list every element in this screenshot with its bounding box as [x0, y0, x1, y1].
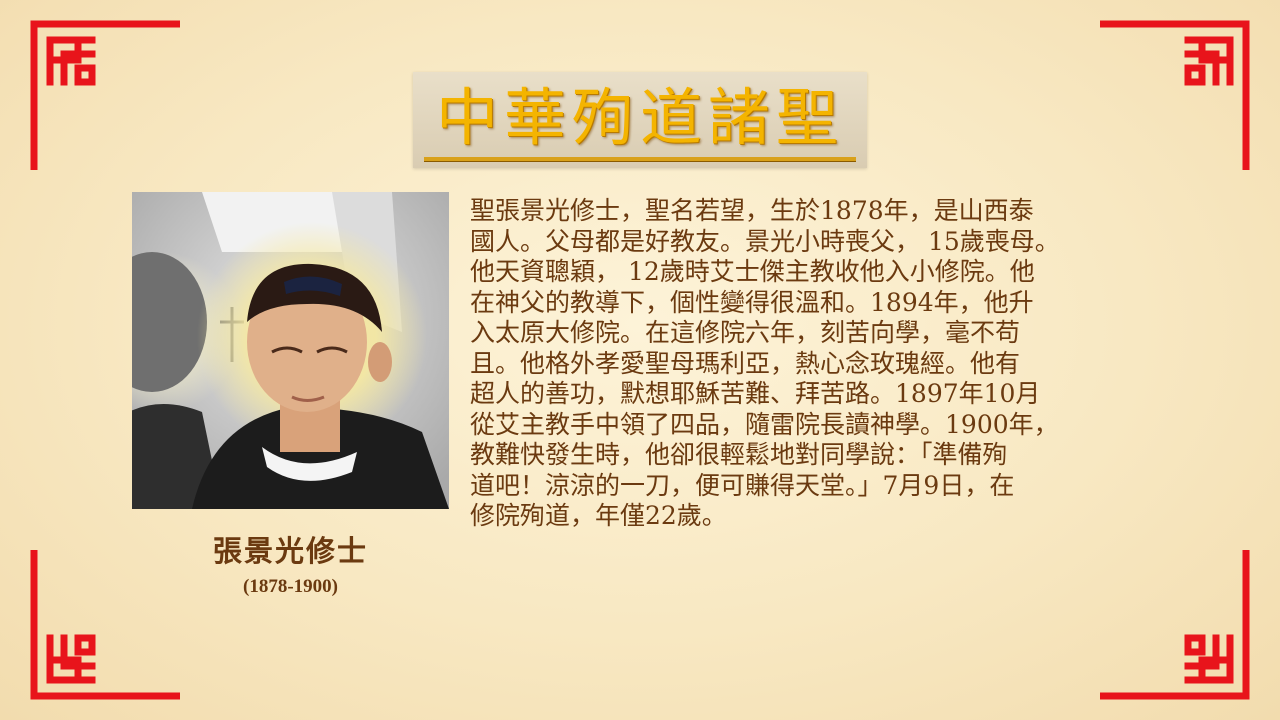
biography-line: 在神父的教導下，個性變得很溫和。1894年，他升	[470, 287, 1034, 317]
title-banner: 中華殉道諸聖	[413, 72, 867, 168]
biography-line: 道吧！涼涼的一刀，便可賺得天堂。」7月9日，在	[470, 470, 1015, 500]
saint-name-caption: 張景光修士	[212, 534, 368, 568]
biography-line: 從艾主教手中領了四品，隨雷院長讀神學。1900年，	[470, 409, 1059, 439]
slide-title: 中華殉道諸聖	[435, 81, 844, 154]
biography-line: 且。他格外孝愛聖母瑪利亞，熱心念玫瑰經。他有	[470, 348, 1021, 378]
biography-line: 聖張景光修士，聖名若望，生於1878年，是山西泰	[470, 196, 1034, 225]
saint-years-caption: (1878-1900)	[243, 576, 338, 597]
biography-line: 修院殉道，年僅22歲。	[470, 501, 727, 530]
saint-portrait	[132, 192, 449, 509]
biography-line: 入太原大修院。在這修院六年，刻苦向學，毫不苟	[470, 318, 1021, 347]
corner-ornament-bottom-left-icon	[30, 550, 180, 700]
biography-text: 聖張景光修士，聖名若望，生於1878年，是山西泰 國人。父母都是好教友。景光小時…	[470, 196, 1210, 532]
biography-line: 教難快發生時，他卻很輕鬆地對同學說：「準備殉	[470, 440, 1008, 469]
title-underline	[424, 157, 856, 162]
biography-line: 國人。父母都是好教友。景光小時喪父， 15歲喪母。	[470, 226, 1060, 256]
corner-ornament-top-left-icon	[30, 20, 180, 170]
corner-ornament-bottom-right-icon	[1100, 550, 1250, 700]
biography-line: 他天資聰穎， 12歲時艾士傑主教收他入小修院。他	[470, 257, 1035, 286]
biography-line: 超人的善功，默想耶穌苦難、拜苦路。1897年10月	[470, 379, 1041, 408]
saint-portrait-icon	[132, 192, 449, 509]
corner-ornament-top-right-icon	[1100, 20, 1250, 170]
